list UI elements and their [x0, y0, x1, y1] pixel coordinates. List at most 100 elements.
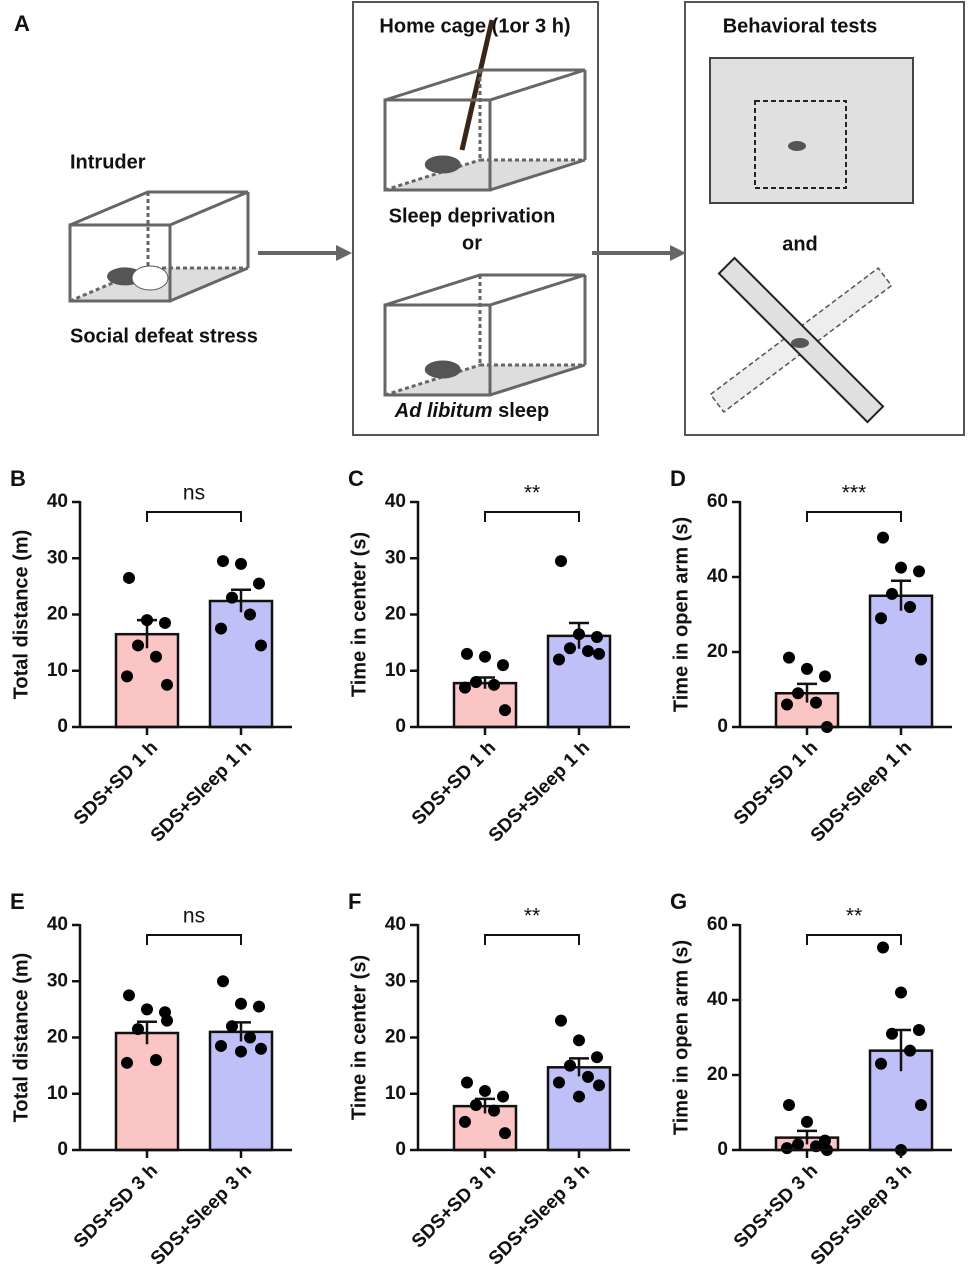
arrow-head — [336, 245, 352, 261]
stick — [462, 20, 492, 150]
data-point — [810, 697, 822, 709]
label-italic: Ad libitum — [394, 400, 493, 422]
x-tick-label: SDS+Sleep 1 h — [147, 737, 256, 846]
data-point — [781, 699, 793, 711]
significance-label: ns — [183, 905, 205, 928]
data-point — [564, 642, 576, 654]
data-point — [886, 588, 898, 600]
data-point — [801, 1116, 813, 1128]
y-tick-label: 0 — [395, 716, 406, 737]
y-tick-label: 0 — [57, 716, 68, 737]
data-point — [499, 704, 511, 716]
y-tick-label: 10 — [385, 1083, 406, 1104]
data-point — [915, 654, 927, 666]
data-point — [226, 592, 238, 604]
label: Behavioral tests — [723, 15, 878, 37]
data-point — [235, 1046, 247, 1058]
data-point — [877, 942, 889, 954]
data-point — [913, 565, 925, 577]
data-point — [461, 1077, 473, 1089]
y-tick-label: 0 — [717, 716, 728, 737]
data-point — [488, 1105, 500, 1117]
data-point — [904, 601, 916, 613]
data-point — [150, 651, 162, 663]
panel-letter: C — [348, 466, 364, 491]
data-point — [141, 614, 153, 626]
data-point — [573, 1034, 585, 1046]
data-point — [459, 1116, 471, 1128]
panel-letter: G — [670, 889, 687, 914]
cage-floor — [385, 365, 585, 395]
data-point — [895, 562, 907, 574]
data-point — [886, 1028, 898, 1040]
data-point — [819, 670, 831, 682]
y-tick-label: 20 — [385, 604, 406, 625]
arrow-head — [670, 245, 686, 261]
data-point — [564, 1060, 576, 1072]
significance-bracket — [147, 935, 241, 945]
data-point — [244, 1032, 256, 1044]
open-field — [710, 58, 913, 203]
data-point — [253, 1001, 265, 1013]
data-point — [479, 651, 491, 663]
data-point — [132, 1023, 144, 1035]
data-point — [217, 975, 229, 987]
data-point — [121, 1057, 133, 1069]
data-point — [161, 1015, 173, 1027]
cage-top — [385, 275, 585, 305]
y-axis-label: Time in open arm (s) — [670, 940, 692, 1135]
data-point — [123, 989, 135, 1001]
y-tick-label: 10 — [385, 660, 406, 681]
data-point — [792, 687, 804, 699]
x-tick-label: SDS+SD 1 h — [408, 737, 500, 829]
data-point — [255, 1043, 267, 1055]
data-point — [783, 652, 795, 664]
y-tick-label: 60 — [707, 491, 728, 512]
page: A Intruder Social defeat stress Home cag… — [0, 0, 969, 1288]
data-point — [255, 639, 267, 651]
data-point — [497, 659, 509, 671]
y-tick-label: 30 — [385, 970, 406, 991]
y-tick-label: 40 — [385, 914, 406, 935]
data-point — [215, 1040, 227, 1052]
data-point — [915, 1099, 927, 1111]
data-point — [488, 679, 500, 691]
data-point — [226, 1020, 238, 1032]
x-tick-label: SDS+SD 3 h — [70, 1160, 162, 1252]
y-tick-label: 40 — [47, 914, 68, 935]
label: Home cage (1or 3 h) — [379, 15, 570, 37]
y-tick-label: 40 — [385, 491, 406, 512]
data-point — [573, 1091, 585, 1103]
mouse — [425, 156, 461, 174]
data-point — [244, 609, 256, 621]
y-tick-label: 0 — [57, 1139, 68, 1160]
y-tick-label: 0 — [717, 1139, 728, 1160]
y-tick-label: 20 — [707, 1064, 728, 1085]
y-tick-label: 40 — [707, 989, 728, 1010]
data-point — [591, 1051, 603, 1063]
y-tick-label: 40 — [707, 566, 728, 587]
data-point — [235, 558, 247, 570]
mouse — [788, 141, 806, 151]
label: and — [782, 233, 818, 255]
cage — [385, 70, 585, 190]
significance-bracket — [485, 935, 579, 945]
label: Social defeat stress — [70, 325, 258, 347]
cage-floor — [385, 160, 585, 190]
data-point — [123, 572, 135, 584]
x-tick-label: SDS+Sleep 3 h — [147, 1160, 256, 1269]
data-point — [593, 1079, 605, 1091]
data-point — [470, 1099, 482, 1111]
data-point — [553, 1077, 565, 1089]
mouse — [791, 338, 809, 348]
data-point — [217, 555, 229, 567]
data-point — [553, 654, 565, 666]
significance-label: ** — [524, 905, 540, 928]
x-tick-label: SDS+Sleep 3 h — [485, 1160, 594, 1269]
y-tick-label: 20 — [47, 1027, 68, 1048]
data-point — [801, 663, 813, 675]
data-point — [253, 578, 265, 590]
